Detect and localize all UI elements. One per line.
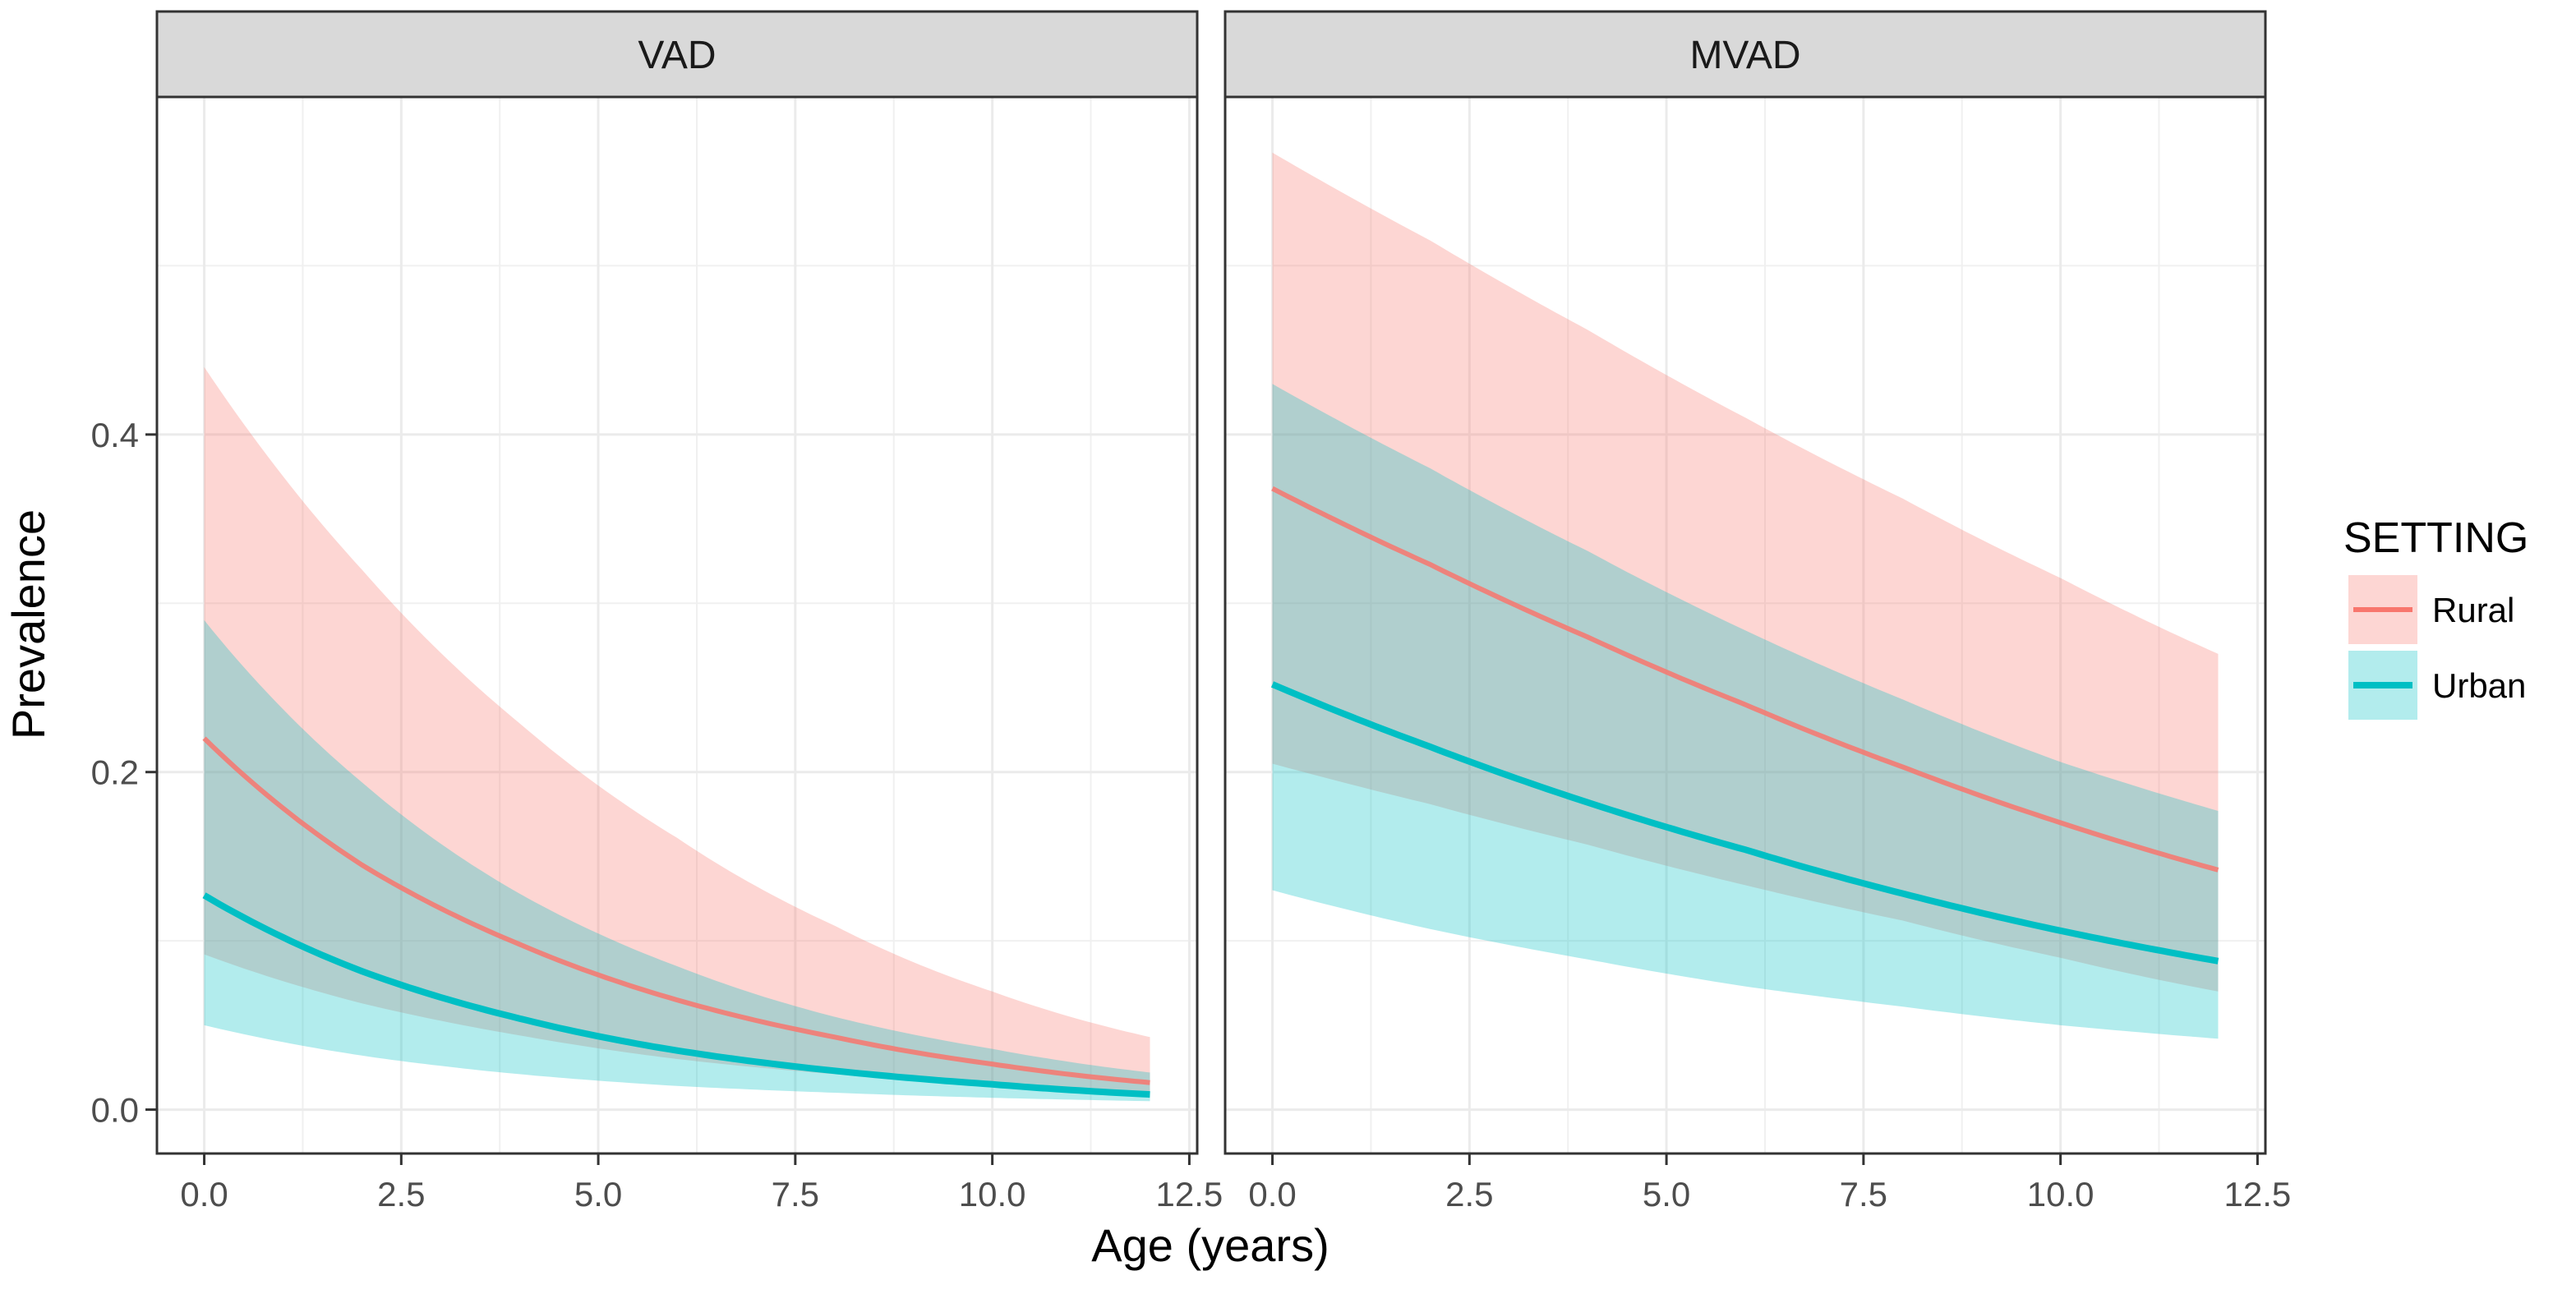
y-tick-label: 0.0 xyxy=(91,1091,139,1130)
x-tick-label: 5.0 xyxy=(1643,1175,1690,1213)
legend: SETTING Rural Urban xyxy=(2343,514,2528,720)
x-tick-label: 10.0 xyxy=(959,1175,1026,1213)
x-tick-label: 10.0 xyxy=(2027,1175,2094,1213)
x-tick-label: 7.5 xyxy=(772,1175,819,1213)
panel-background xyxy=(157,97,1197,1154)
x-tick-label: 2.5 xyxy=(1445,1175,1493,1213)
line-rural xyxy=(1271,486,2219,873)
ribbon-urban xyxy=(204,619,1150,1102)
strip-label: VAD xyxy=(638,34,716,77)
x-tick-label: 12.5 xyxy=(2224,1175,2292,1213)
line-rural xyxy=(202,736,1150,1085)
panel-border xyxy=(155,95,1199,1155)
x-tick-label: 2.5 xyxy=(377,1175,425,1213)
strip-label: MVAD xyxy=(1689,34,1800,77)
panel-vad: VAD 0.0 2.5 5.0 7.5 10.0 12.5 0.0 0.2 0.4 xyxy=(91,10,1223,1213)
x-tick-label: 12.5 xyxy=(1156,1175,1223,1213)
x-tick-label: 7.5 xyxy=(1840,1175,1887,1213)
legend-entry-rural: Rural xyxy=(2348,575,2514,644)
y-tick-label: 0.4 xyxy=(91,416,139,454)
legend-label: Urban xyxy=(2432,666,2526,705)
line-urban xyxy=(1270,681,2219,965)
legend-label: Rural xyxy=(2432,591,2514,629)
strip-background xyxy=(1223,10,2267,99)
y-axis-title: Prevalence xyxy=(2,509,54,739)
legend-entries: Rural Urban xyxy=(2348,575,2526,720)
panel-border xyxy=(1223,95,2267,1155)
line-urban xyxy=(202,892,1150,1098)
y-tick-label: 0.2 xyxy=(91,753,139,792)
x-tick-label: 5.0 xyxy=(574,1175,622,1213)
strip-background xyxy=(155,10,1199,99)
ribbon-rural xyxy=(1272,152,2219,992)
ribbon-rural xyxy=(204,366,1150,1093)
x-axis-title: Age (years) xyxy=(1091,1219,1329,1271)
ribbon-urban xyxy=(1272,384,2219,1039)
legend-entry-urban: Urban xyxy=(2348,651,2526,720)
panel-mvad: MVAD 0.0 2.5 5.0 7.5 10.0 12.5 xyxy=(1223,10,2292,1213)
x-tick-label: 0.0 xyxy=(1248,1175,1296,1213)
x-tick-label: 0.0 xyxy=(180,1175,228,1213)
legend-title: SETTING xyxy=(2343,514,2528,562)
panel-background xyxy=(1225,97,2265,1154)
panels-layer: VAD 0.0 2.5 5.0 7.5 10.0 12.5 0.0 0.2 0.4 MVAD 0.0 2… xyxy=(91,10,2292,1213)
